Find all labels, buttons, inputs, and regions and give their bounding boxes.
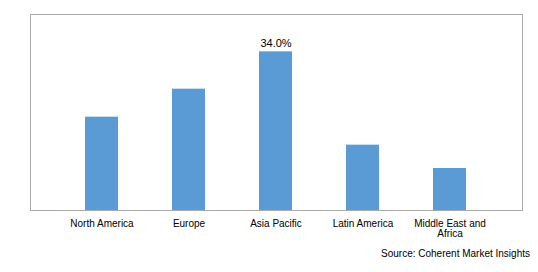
svg-text:Middle East andAfrica: Middle East andAfrica: [414, 218, 486, 239]
html-text:Source: Coherent Market Insigh: Source: Coherent Market Insights: [381, 248, 530, 259]
svg-text:Europe: Europe: [173, 218, 206, 229]
svg-text:North America: North America: [70, 218, 134, 229]
svg-text:Latin America: Latin America: [333, 218, 394, 229]
svg-text:Asia Pacific: Asia Pacific: [250, 218, 302, 229]
svg-text:34.0%: 34.0%: [260, 37, 291, 49]
